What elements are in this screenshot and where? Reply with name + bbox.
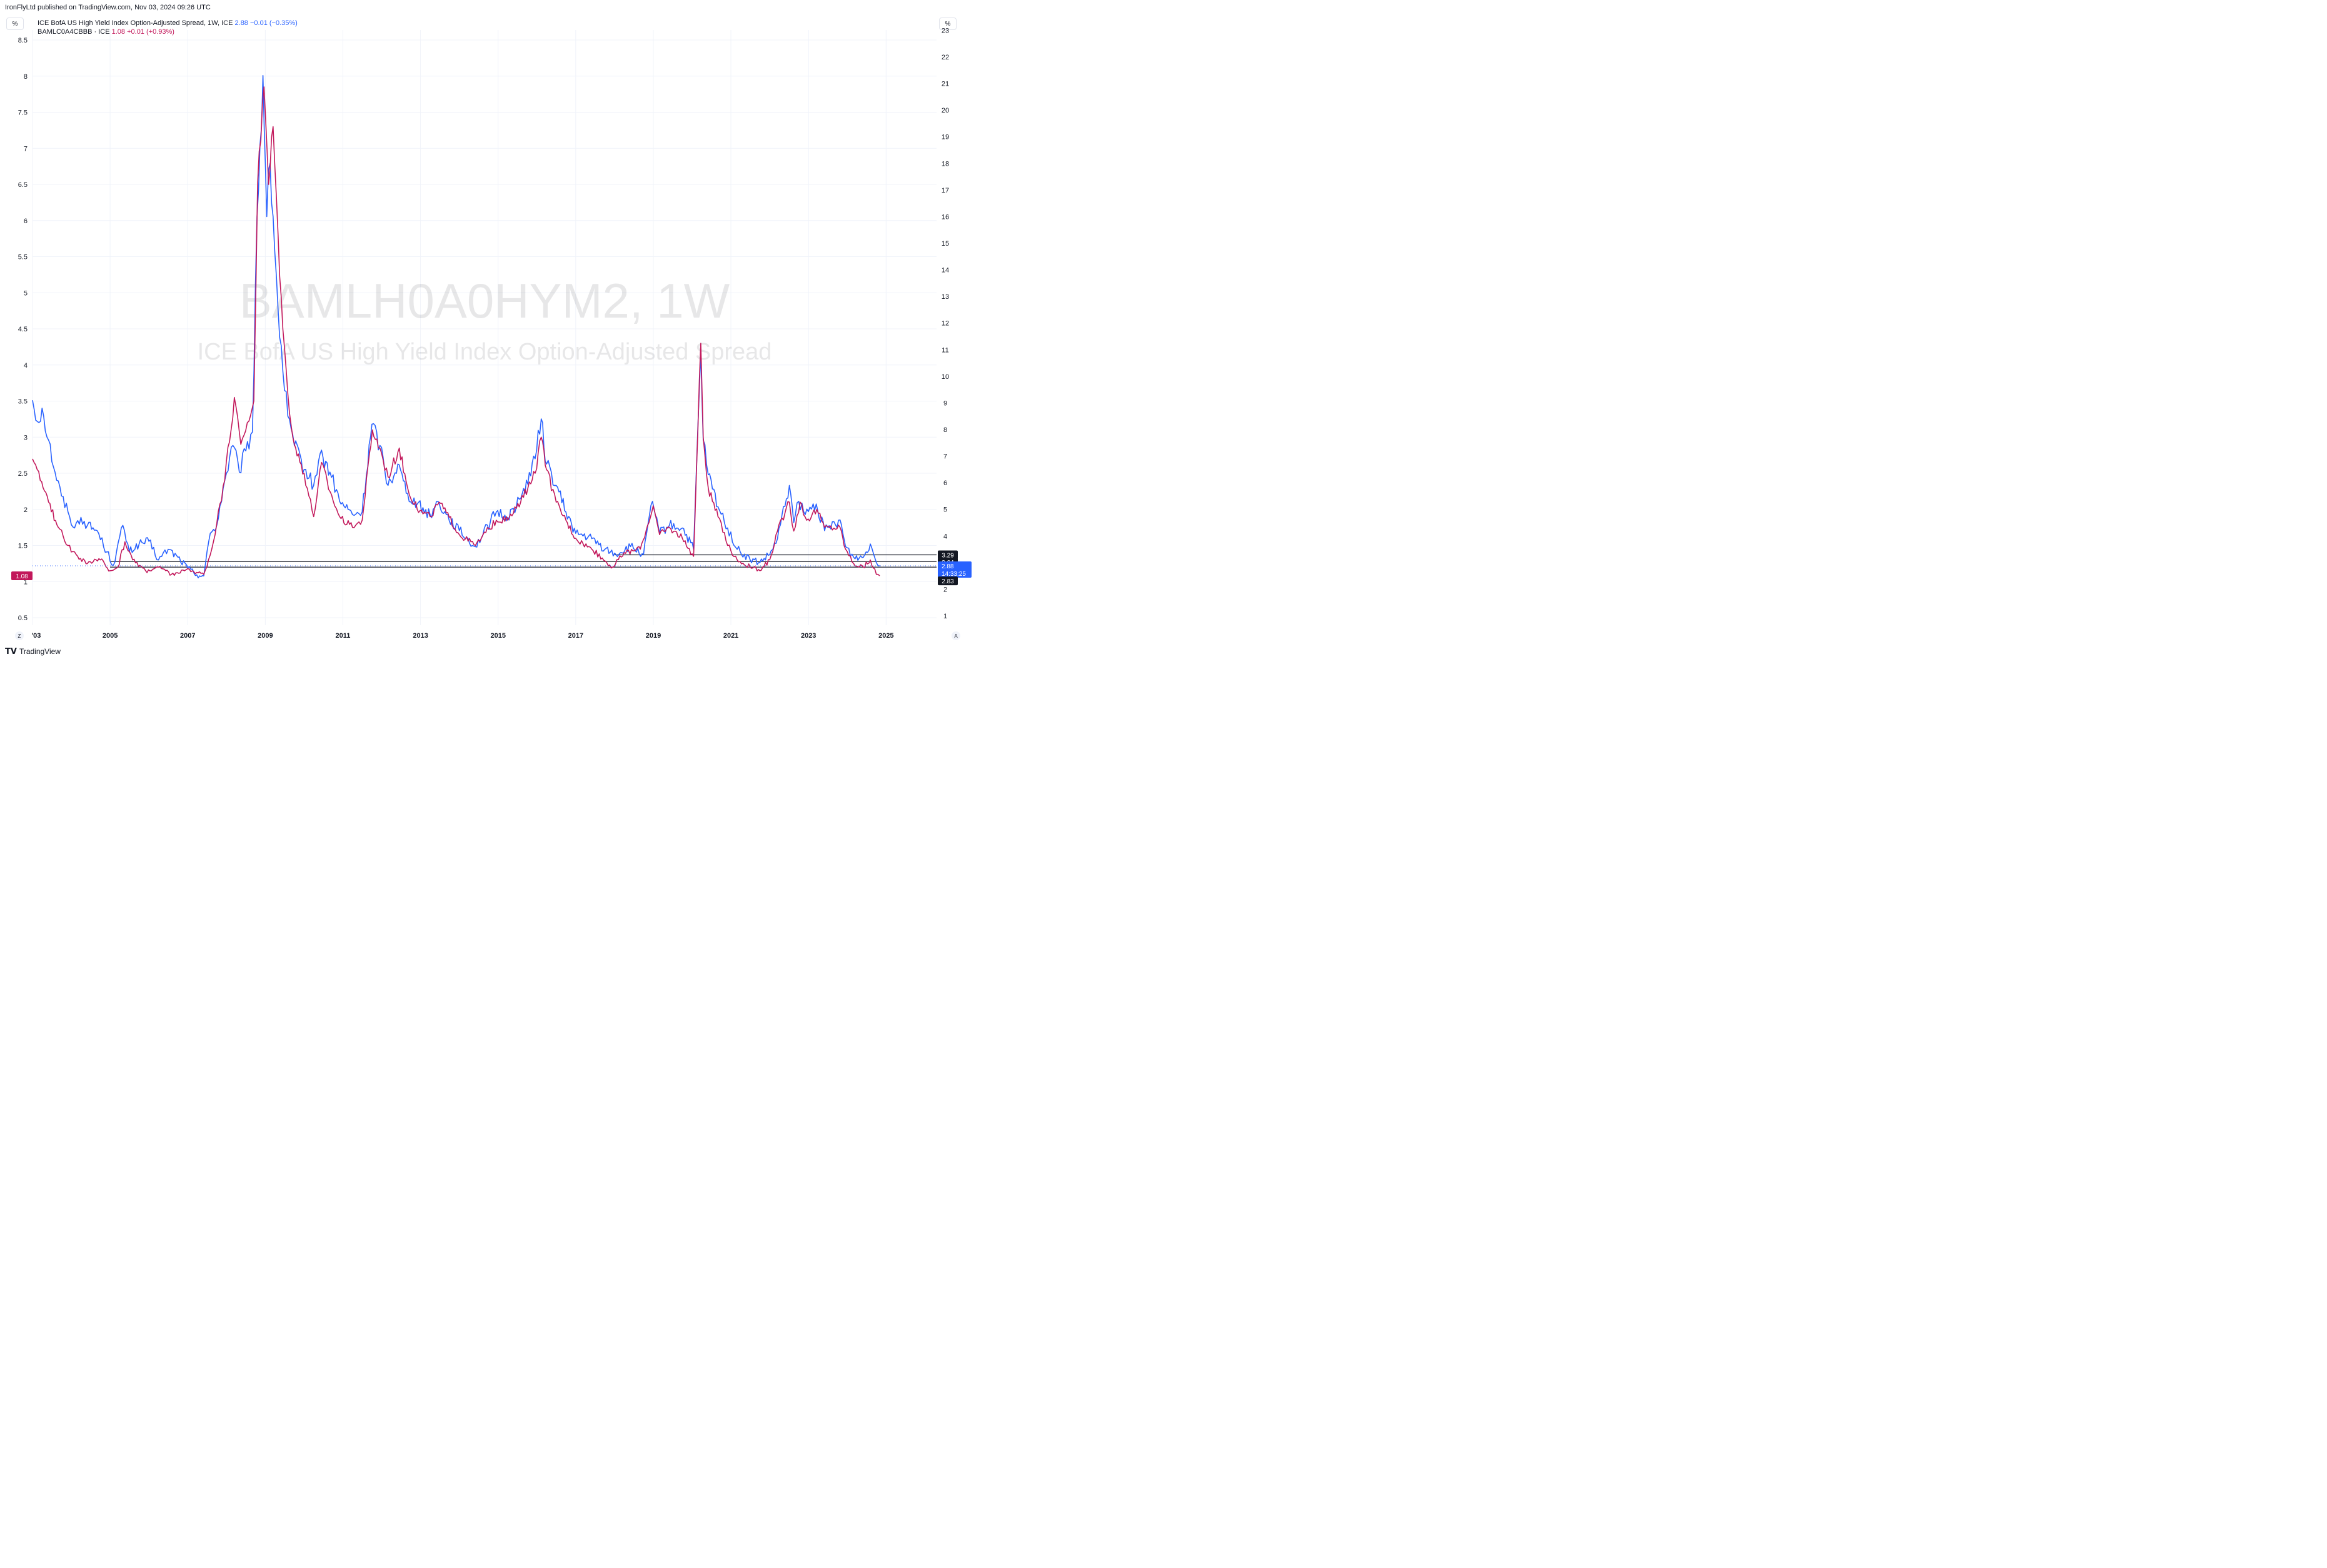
series-lines	[32, 75, 937, 579]
legend-bbb-change: +0.01 (+0.93%)	[127, 28, 174, 36]
left-axis-tick-label: 4.5	[18, 326, 28, 333]
right-current-price-value: 2.88	[942, 563, 954, 570]
published-note: IronFlyLtd published on TradingView.com,…	[5, 4, 211, 11]
left-axis-tick-label: 6	[24, 218, 28, 225]
x-axis-tick-label: '03	[32, 632, 41, 640]
right-axis-tick-label: 19	[942, 134, 949, 141]
watermark-description: ICE BofA US High Yield Index Option-Adju…	[198, 339, 772, 365]
chart-legend: ICE BofA US High Yield Index Option-Adju…	[38, 19, 298, 36]
horizontal-lines[interactable]	[110, 554, 937, 568]
x-axis-tick-label: 2021	[723, 632, 738, 640]
right-axis-tick-label: 15	[942, 240, 949, 248]
left-current-price-label: 1.08	[11, 571, 33, 581]
x-axis-ticks: '03 2005 2007 2009 2011 2013 2015 2017 2019 2021 2…	[32, 632, 894, 640]
right-current-price-box	[938, 561, 972, 578]
watermark-symbol: BAMLH0A0HYM2, 1W	[239, 273, 730, 328]
left-axis-tick-label: 5	[24, 289, 28, 297]
series-line-bbb-spread	[32, 86, 880, 576]
price-label-2-83-box	[938, 576, 958, 586]
legend-bbb-name: BAMLC0A4CBBB · ICE	[38, 28, 110, 36]
legend-hy-change: −0.01 (−0.35%)	[250, 19, 298, 27]
x-axis-tick-label: 2015	[490, 632, 505, 640]
right-axis-tick-label: 21	[942, 81, 949, 88]
right-axis-unit[interactable]: %	[939, 18, 957, 30]
tradingview-footer[interactable]: 𝗧𝗩 TradingView	[5, 646, 61, 656]
right-axis-tick-label: 7	[943, 453, 947, 461]
right-axis-tick-label: 13	[942, 293, 949, 301]
price-label-3-29: 3.29	[938, 550, 958, 560]
legend-row-bbb[interactable]: BAMLC0A4CBBB · ICE 1.08 +0.01 (+0.93%)	[38, 28, 298, 36]
right-axis-tick-label: 22	[942, 54, 949, 61]
legend-row-hy[interactable]: ICE BofA US High Yield Index Option-Adju…	[38, 19, 298, 28]
price-label-2-83-text: 2.83	[942, 578, 954, 585]
x-axis-tick-label: 2017	[568, 632, 583, 640]
right-axis-tick-label: 5	[943, 506, 947, 514]
x-axis-tick-label: 2011	[336, 632, 351, 640]
right-axis-tick-label: 20	[942, 107, 949, 114]
left-axis-ticks: 8.5 8 7.5 7 6.5 6 5.5 5 4.5 4 3.5 3 2.5 2 1.5 1 0.5	[18, 37, 28, 622]
left-current-price-label-text: 1.08	[16, 573, 28, 580]
chart-svg[interactable]: BAMLH0A0HYM2, 1W ICE BofA US High Yield …	[0, 0, 978, 659]
right-axis-tick-label: 17	[942, 187, 949, 194]
left-axis-tick-label: 4	[24, 362, 28, 369]
left-axis-tick-label: 2	[24, 506, 28, 514]
tradingview-logo-icon: 𝗧𝗩	[5, 646, 17, 656]
right-axis-tick-label: 9	[943, 400, 947, 407]
legend-hy-name: ICE BofA US High Yield Index Option-Adju…	[38, 19, 233, 27]
x-axis-tick-label: 2005	[103, 632, 118, 640]
left-current-price-label-box	[11, 571, 33, 581]
grid	[32, 30, 937, 625]
left-axis-unit[interactable]: %	[6, 18, 24, 30]
price-label-3-29-box	[938, 550, 958, 560]
x-axis-tick-label: 2013	[413, 632, 428, 640]
right-axis-tick-label: 6	[943, 480, 947, 487]
legend-bbb-value: 1.08	[111, 28, 126, 36]
right-axis-tick-label: 23	[942, 27, 949, 34]
zoom-left-button[interactable]: Z	[15, 631, 24, 640]
left-axis-tick-label: 7.5	[18, 109, 28, 117]
right-axis-tick-label: 8	[943, 426, 947, 434]
right-axis-ticks: 2322212019181716151413121110987654321	[942, 27, 949, 620]
left-axis-tick-label: 3.5	[18, 398, 28, 406]
x-axis-tick-label: 2007	[180, 632, 195, 640]
right-axis-tick-label: 1	[943, 613, 947, 620]
left-axis-tick-label: 1	[24, 578, 28, 586]
right-current-countdown: 14:33:25	[942, 571, 966, 578]
right-axis-tick-label: 11	[942, 346, 948, 354]
series-line-hy-spread	[32, 75, 880, 579]
right-axis-tick-label: 16	[942, 213, 949, 221]
legend-hy-value: 2.88	[234, 19, 248, 27]
x-axis-tick-label: 2025	[878, 632, 893, 640]
x-axis-tick-label: 2009	[258, 632, 273, 640]
right-axis-tick-label: 10	[942, 373, 949, 381]
right-axis-tick-label: 14	[942, 267, 949, 274]
left-axis-tick-label: 0.5	[18, 615, 28, 622]
right-axis-tick-label: 4	[943, 533, 947, 540]
price-label-3-29-text: 3.29	[942, 553, 954, 560]
tradingview-brand: TradingView	[19, 647, 61, 656]
left-axis-tick-label: 5.5	[18, 254, 28, 261]
left-axis-tick-label: 6.5	[18, 181, 28, 189]
right-axis-tick-label: 18	[942, 160, 949, 168]
left-axis-tick-label: 8.5	[18, 37, 28, 44]
right-axis-tick-label: 2	[943, 586, 947, 593]
auto-scale-button[interactable]: A	[952, 631, 960, 640]
left-axis-tick-label: 7	[24, 145, 28, 153]
left-axis-tick-label: 3	[24, 434, 28, 441]
right-axis-tick-label: 12	[942, 320, 949, 328]
x-axis-tick-label: 2019	[646, 632, 661, 640]
left-axis-tick-label: 2.5	[18, 470, 28, 478]
left-axis-tick-label: 8	[24, 73, 28, 81]
x-axis-tick-label: 2023	[801, 632, 816, 640]
price-label-2-83: 2.83	[938, 576, 958, 586]
left-axis-tick-label: 1.5	[18, 543, 28, 550]
